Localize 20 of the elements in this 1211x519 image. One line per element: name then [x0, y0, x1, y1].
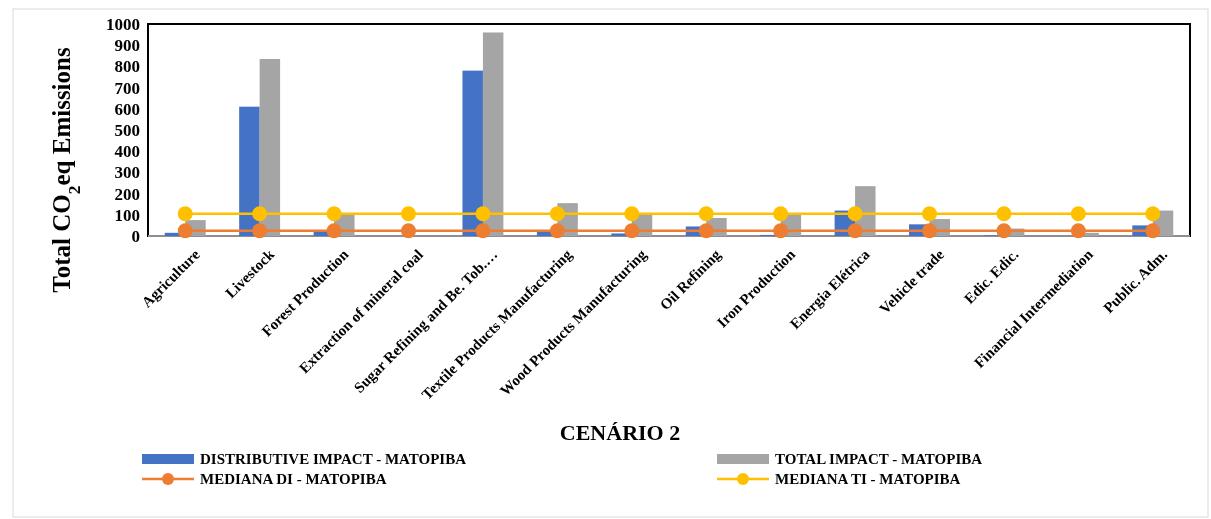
y-tick-label: 500 — [114, 120, 140, 140]
y-tick-label: 100 — [114, 205, 140, 225]
y-tick-label: 700 — [114, 78, 140, 98]
y-tick-label: 300 — [114, 163, 140, 183]
bar — [259, 58, 281, 236]
bar — [239, 106, 260, 236]
y-tick-label: 900 — [114, 36, 140, 56]
y-tick-label: 400 — [114, 142, 140, 162]
y-tick-label: 0 — [131, 226, 140, 246]
x-axis-title: CENÁRIO 2 — [559, 420, 681, 445]
legend-label: MEDIANA TI - MATOPIBA — [775, 471, 961, 487]
legend-label: TOTAL IMPACT - MATOPIBA — [775, 451, 983, 467]
bar — [482, 32, 504, 236]
legend-label: MEDIANA DI - MATOPIBA — [200, 471, 387, 487]
y-tick-label: 1000 — [106, 14, 140, 34]
y-tick-label: 800 — [114, 57, 140, 77]
y-tick-label: 600 — [114, 99, 140, 119]
bar — [462, 70, 483, 236]
legend-label: DISTRIBUTIVE IMPACT - MATOPIBA — [200, 451, 467, 467]
y-tick-label: 200 — [114, 184, 140, 204]
